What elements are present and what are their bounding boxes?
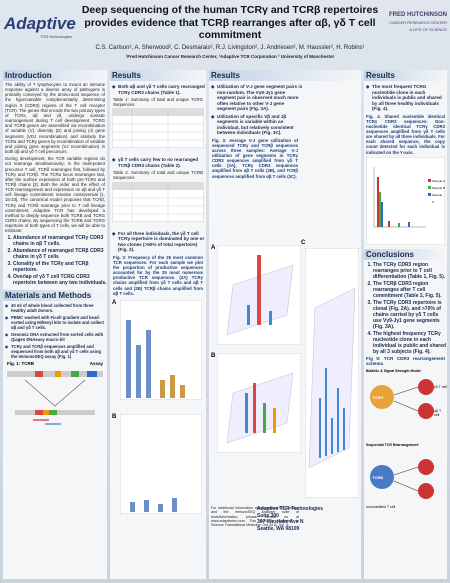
bullet: Both αβ and γδ T cells carry rearranged … bbox=[112, 84, 206, 95]
list-item: Overlap of γδ T cell TCRG CDR3 repertoir… bbox=[13, 274, 107, 286]
heading: Introduction bbox=[3, 70, 107, 81]
list-item: Genomic DNA extracted from sorted cells … bbox=[5, 332, 107, 342]
fig2b-chart bbox=[120, 413, 202, 514]
fig5-diagram bbox=[370, 378, 434, 499]
column: Results Utilization of V-J gene segment … bbox=[209, 70, 361, 579]
list-item: The TCRγ CDR3 repertoire is clonal (Fig.… bbox=[373, 300, 447, 330]
caption: Fig. 2: Frequency of the 25 most common … bbox=[113, 254, 203, 296]
fig2: A B bbox=[110, 296, 206, 536]
right-logo-tagline: A LIFE OF SCIENCE bbox=[409, 27, 447, 32]
table2 bbox=[111, 181, 205, 222]
list-item: Sample A bbox=[432, 178, 445, 183]
model-label: Biallelic & Signal Strength Model bbox=[366, 368, 421, 373]
list-item: PBMC washed with Ficoll gradient and bea… bbox=[5, 315, 107, 330]
list-item: Abundance of rearranged TCRγ CDR3 chains… bbox=[13, 235, 107, 247]
column: Results The most frequent TCRG nucleotid… bbox=[364, 70, 447, 579]
node-label: TCRB bbox=[372, 474, 384, 480]
aims-list: Abundance of rearranged TCRγ CDR3 chains… bbox=[3, 235, 107, 286]
list-item: Abundance of rearranged TCRβ CDR3 chains… bbox=[13, 248, 107, 260]
fig5: Biallelic & Signal Strength Model TCRG γ… bbox=[364, 367, 447, 517]
address: Adaptive TCR Technologies Suite 300 307 We… bbox=[257, 506, 323, 532]
right-logo-sub: CANCER RESEARCH CENTER bbox=[389, 20, 447, 25]
list-item: Utilization of V-J gene segment pairs is… bbox=[211, 84, 303, 112]
fig1-label: Fig. 1: TCRB bbox=[7, 360, 34, 366]
fig4: Sample A Sample B Sample C bbox=[365, 156, 446, 247]
node-label: αβ T cell bbox=[434, 408, 442, 417]
list-item: The highest frequency TCRγ nucleotide cl… bbox=[373, 331, 447, 355]
title: Deep sequencing of the human TCRγ and TC… bbox=[81, 4, 379, 42]
methods-list: 40 ml of whole blood collected from thre… bbox=[3, 303, 107, 359]
panel-label: A bbox=[211, 245, 216, 251]
list-item: The TCRγ CDR3 region rearranges prior to… bbox=[373, 262, 447, 280]
caption: Fig. 4. Shared nucleotide identical TCRγ… bbox=[366, 113, 445, 155]
node-label: γδ T cell bbox=[434, 384, 447, 389]
fig3c-chart bbox=[305, 248, 359, 498]
footnote: For additional information about immunoS… bbox=[211, 506, 299, 528]
node-label: TCRG bbox=[372, 394, 384, 400]
bullet: For all three individuals, the γδ T cell… bbox=[112, 231, 206, 253]
legend: Sample A Sample B Sample C bbox=[432, 178, 445, 206]
caption: Table 1: Summary of total and unique TCR… bbox=[113, 97, 203, 108]
column: Results Both αβ and γδ T cells carry rea… bbox=[110, 70, 206, 579]
list-item: 40 ml of whole blood collected from thre… bbox=[5, 303, 107, 313]
column: Introduction The ability of T lymphocyte… bbox=[3, 70, 107, 579]
node-label: uncommitted T cell bbox=[366, 504, 396, 509]
panel-label: B bbox=[211, 353, 216, 359]
caption: Table 2. Summary of total and unique TCR… bbox=[113, 170, 203, 181]
list-item: Adaptive TCR Technologies bbox=[257, 506, 324, 512]
conclusions-list: The TCRγ CDR3 region rearranges prior to… bbox=[364, 262, 447, 355]
list-item: Sample B bbox=[432, 185, 446, 190]
list-item: Sample C bbox=[432, 192, 443, 204]
table1 bbox=[111, 108, 205, 149]
caption: Fig. 3: Average V-J gene utilization of … bbox=[212, 137, 298, 179]
fig1-diagram bbox=[7, 370, 103, 425]
list-item: Seattle, WA 98109 bbox=[257, 525, 300, 532]
right-logo: FRED HUTCHINSON bbox=[389, 12, 447, 18]
heading: Materials and Methods bbox=[3, 289, 107, 301]
bullet: γδ T cells carry few to no rearranged TC… bbox=[112, 157, 206, 168]
authors: C.S. Carlson¹, A. Sherwood², C. Desmarai… bbox=[95, 45, 365, 51]
fig3b-chart bbox=[217, 353, 301, 453]
fig3a-chart bbox=[217, 245, 301, 345]
list-item: Utilization of specific Vβ and Jβ segmen… bbox=[211, 114, 303, 136]
left-logo: Adaptive bbox=[4, 14, 76, 33]
panel-label: C bbox=[301, 240, 306, 246]
list-item: TCRγ and TCRβ sequences amplified and se… bbox=[5, 344, 107, 359]
list-item: 307 Westlake Ave N bbox=[257, 519, 304, 525]
list-item: Clonality of the TCRγ and TCRβ repertoir… bbox=[13, 261, 107, 273]
heading: Conclusions bbox=[364, 248, 447, 260]
fig4-chart bbox=[365, 156, 446, 245]
heading: Results bbox=[110, 70, 206, 81]
list-item: The TCRβ CDR3 region rearranges after T … bbox=[373, 281, 447, 299]
affiliations: ¹Fred Hutchinson Cancer Research Center,… bbox=[125, 54, 335, 59]
heading: Results bbox=[209, 70, 361, 81]
panel-label: A bbox=[112, 299, 117, 306]
panel-label: B bbox=[112, 413, 117, 420]
fig1-assay: Assay bbox=[89, 360, 103, 366]
list-item: Suite 300 bbox=[257, 512, 279, 519]
model-label: Sequential TCR Rearrangement bbox=[366, 442, 419, 447]
fig1-labels: Fig. 1: TCRB Assay bbox=[3, 361, 107, 366]
caption: Fig 5: TCR CDR3 rearrangement schema bbox=[366, 355, 445, 367]
paragraph: The ability of T lymphocytes to mount an… bbox=[5, 82, 105, 155]
left-logo-tagline: TCR technologies bbox=[40, 34, 72, 39]
results-list: Utilization of V-J gene segment pairs is… bbox=[209, 84, 303, 136]
heading: Results bbox=[364, 70, 447, 81]
fig2a-chart bbox=[120, 299, 202, 400]
paragraph: During development, the TCR variable reg… bbox=[5, 156, 105, 234]
bullet: The most frequent TCRG nucleotide clone … bbox=[366, 84, 447, 112]
